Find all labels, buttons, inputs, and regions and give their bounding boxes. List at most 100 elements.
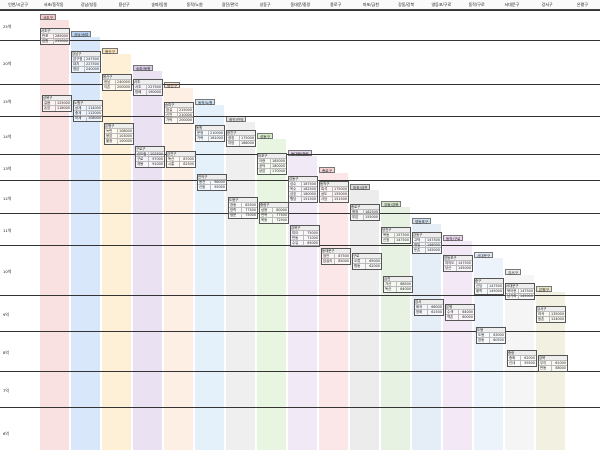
table-row[interactable]: 옥수 182500 [289, 187, 317, 192]
table-row[interactable]: 흑석 175000 [320, 187, 348, 192]
table-row[interactable]: 둔촌 145000 [413, 248, 441, 253]
table-row[interactable]: 북아현 147500 [506, 289, 534, 294]
table-row[interactable]: 청담 240000 [72, 67, 100, 72]
table-row[interactable]: 신천 210000 [165, 113, 193, 118]
district-header-0[interactable]: 서초구 [40, 14, 56, 20]
table-row[interactable]: 수유 65000 [291, 241, 319, 246]
table-row[interactable]: 응암 103000 [105, 134, 133, 139]
table-row[interactable]: 당산 145000 [444, 266, 472, 271]
neighborhood-table[interactable]: 성북구 길음 125000 돈암 118000 [42, 95, 72, 112]
table-row[interactable]: 개봉 91000 [136, 162, 164, 167]
district-header-9[interactable]: 종로구 [319, 167, 335, 173]
neighborhood-table[interactable]: 강북 우이 61000 번동 58000 [538, 355, 568, 372]
table-row[interactable]: 길음 125000 [43, 101, 71, 106]
column-header-5[interactable]: 동작/노원 [186, 2, 203, 7]
table-row[interactable]: 잠실 215000 [165, 108, 193, 113]
column-header-11[interactable]: 강동/강북 [398, 2, 415, 7]
table-row[interactable]: 중화 62000 [508, 356, 536, 361]
neighborhood-table[interactable]: 금천구 독산 87000 시흥 82500 [166, 151, 196, 168]
column-header-2[interactable]: 강남/성동 [80, 2, 97, 7]
neighborhood-table[interactable]: 광진구 광장 175000 자양 186000 [226, 130, 256, 147]
table-row[interactable]: 사당 151500 [320, 197, 348, 202]
table-row[interactable]: 답십리 85000 [322, 259, 350, 264]
column-header-8[interactable]: 동대문/중랑 [290, 2, 311, 7]
table-row[interactable]: 장안 87500 [322, 254, 350, 259]
district-header-7[interactable]: 성동구 [257, 133, 273, 139]
table-row[interactable]: 상암 170000 [258, 169, 286, 174]
table-row[interactable]: 신정 147500 [382, 238, 410, 243]
neighborhood-table[interactable]: 강서구 마곡 135000 등촌 124000 [536, 306, 566, 323]
table-row[interactable]: 가락 200000 [165, 118, 193, 123]
column-header-6[interactable]: 광진/관악 [221, 2, 238, 7]
table-row[interactable]: 신당 147500 [475, 284, 503, 289]
district-header-1[interactable]: 강남/송파 [71, 31, 92, 37]
neighborhood-table[interactable]: 강동구 고덕 147500 명일 146000 둔촌 145000 [412, 232, 442, 254]
neighborhood-table[interactable]: 종로구 평창 162500 부암 155000 [350, 204, 380, 221]
table-row[interactable]: 면목 77500 [260, 213, 288, 218]
table-row[interactable]: 수색 64000 [446, 310, 474, 315]
table-row[interactable]: 독산 87000 [167, 157, 195, 162]
table-row[interactable]: 상봉 80000 [260, 208, 288, 213]
neighborhood-table[interactable]: 성동구 성수 187500 옥수 182500 금호 180000 행당 151500 [288, 176, 318, 203]
table-row[interactable]: 등촌 124000 [537, 317, 565, 322]
column-header-7[interactable]: 성동구 [259, 2, 271, 7]
neighborhood-table[interactable]: 양천구 목동 157500 신정 147500 [381, 227, 411, 244]
table-row[interactable]: 하계 108000 [74, 116, 102, 121]
table-row[interactable]: 방배 190000 [134, 90, 162, 95]
neighborhood-table[interactable]: 동작구 흑석 175000 상도 155000 사당 151500 [319, 181, 349, 203]
table-row[interactable]: 구로 97000 [136, 157, 164, 162]
column-header-10[interactable]: 마포/금천 [362, 2, 379, 7]
neighborhood-table[interactable]: 송파구 잠실 215000 신천 210000 가락 200000 [164, 102, 194, 124]
neighborhood-table[interactable]: 관악구 봉천 98000 신림 95000 [197, 174, 227, 191]
table-row[interactable]: 녹번 108000 [105, 129, 133, 134]
neighborhood-table[interactable]: 도봉 도봉 63000 창동 60500 [476, 327, 506, 344]
table-row[interactable]: 공덕 180000 [258, 164, 286, 169]
table-row[interactable]: 서초 227500 [134, 85, 162, 90]
district-header-10[interactable]: 마포/금천 [350, 184, 371, 190]
neighborhood-table[interactable]: 동원 문정 210000 가락 161000 [195, 125, 225, 142]
table-row[interactable]: 행당 151500 [289, 197, 317, 202]
table-row[interactable]: 광장 175000 [227, 136, 255, 141]
table-row[interactable]: 불광 100000 [105, 139, 133, 144]
district-header-2[interactable]: 용산구 [102, 48, 118, 54]
column-header-1[interactable]: 서초/동작동 [43, 2, 64, 7]
table-row[interactable]: 방화 61500 [415, 310, 443, 315]
table-row[interactable]: 마곡 135000 [537, 312, 565, 317]
table-row[interactable]: 번동 58000 [539, 366, 567, 371]
table-row[interactable]: 아현 185000 [258, 159, 286, 164]
table-row[interactable]: 황학 145000 [475, 289, 503, 294]
column-header-12[interactable]: 영등포/구로 [431, 2, 452, 7]
district-header-13[interactable]: 동작/구로 [443, 235, 464, 241]
table-row[interactable]: 방학 77500 [229, 208, 257, 213]
neighborhood-table[interactable]: 중랑 중화 62000 신내 59500 [507, 350, 537, 367]
table-row[interactable]: 우이 61000 [539, 361, 567, 366]
table-row[interactable]: 번동 71000 [291, 236, 319, 241]
district-header-15[interactable]: 강서구 [505, 269, 521, 275]
table-row[interactable]: 가산 68500 [384, 282, 412, 287]
neighborhood-table[interactable]: 금천 가산 68500 독산 64000 [383, 276, 413, 293]
table-row[interactable]: 묵동 72500 [260, 218, 288, 223]
neighborhood-table[interactable]: 구로 오류 65000 항동 62000 [352, 253, 382, 270]
column-header-15[interactable]: 강서구 [541, 2, 553, 7]
neighborhood-table[interactable]: 영등포구 여의도 147500 당산 145000 [443, 255, 473, 272]
neighborhood-table[interactable]: 서초구 반포 285000 잠원 255000 [40, 28, 70, 45]
column-header-14[interactable]: 서대문구 [504, 2, 520, 7]
table-row[interactable]: 상도 155000 [320, 192, 348, 197]
column-header-3[interactable]: 용산구 [118, 2, 130, 7]
table-row[interactable]: 독산 64000 [384, 287, 412, 292]
neighborhood-table[interactable]: 도봉구 창동 82500 방학 77500 쌍문 75000 [228, 197, 258, 219]
column-header-0[interactable]: 인천/시군구 [8, 2, 28, 7]
table-row[interactable]: 여의도 147500 [444, 261, 472, 266]
district-header-14[interactable]: 서대문구 [474, 252, 494, 258]
table-row[interactable]: 도봉 63000 [477, 333, 505, 338]
neighborhood-table[interactable]: 은평 수색 64000 역촌 60000 [445, 304, 475, 321]
table-row[interactable]: 이촌 200000 [103, 85, 131, 90]
table-row[interactable]: 창동 60500 [477, 338, 505, 343]
neighborhood-table[interactable]: 은평구 녹번 108000 응암 103000 불광 100000 [104, 123, 134, 145]
table-row[interactable]: 신도림 102500 [136, 152, 164, 157]
column-header-16[interactable]: 은평구 [576, 2, 588, 7]
table-row[interactable]: 항동 62000 [353, 264, 381, 269]
table-row[interactable]: 시흥 82500 [167, 162, 195, 167]
neighborhood-table[interactable]: 용산구 한남 240000 이촌 200000 [102, 74, 132, 91]
table-row[interactable]: 쌍문 75000 [229, 213, 257, 218]
